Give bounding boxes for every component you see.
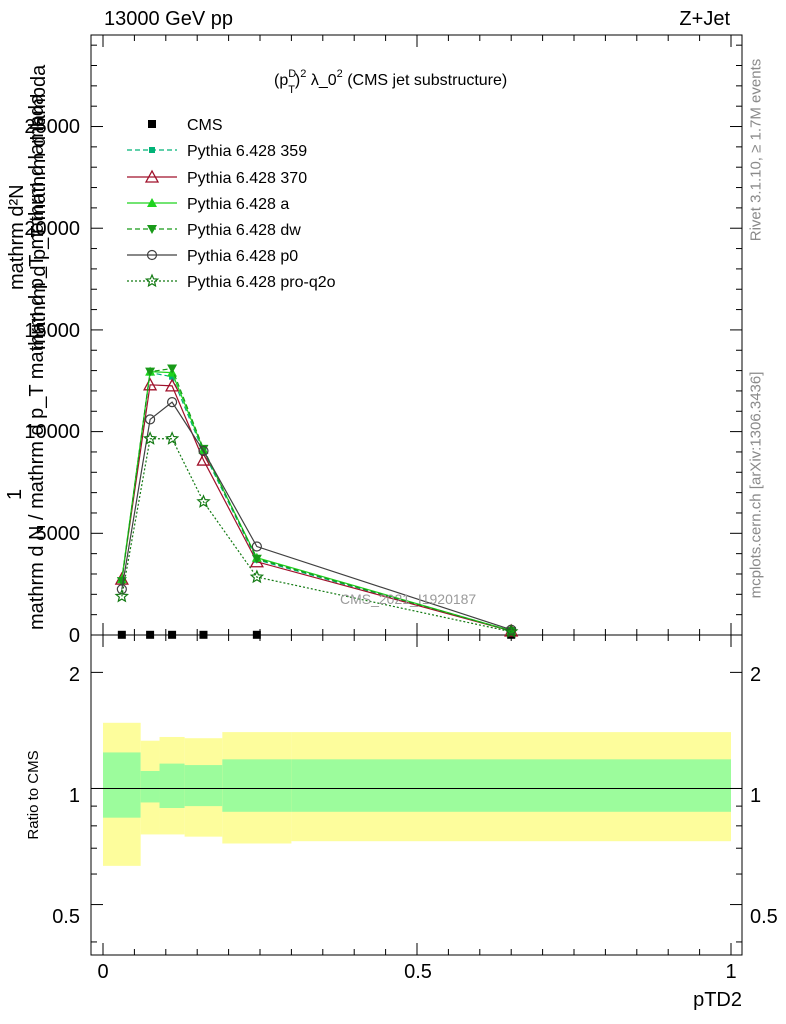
- x-tick-label: 0: [97, 961, 108, 983]
- data-point-marker: [168, 630, 177, 639]
- data-point-marker: [164, 431, 180, 445]
- legend-label: CMS: [187, 117, 223, 134]
- data-point-marker: [196, 452, 211, 466]
- data-point-marker: [116, 584, 127, 595]
- plot-title-post: (CMS jet substructure): [343, 72, 507, 89]
- x-tick-labels: 0 0.5 1: [97, 961, 736, 983]
- x-tick-label: 0.5: [404, 961, 432, 983]
- ratio-y-axis-label: Ratio to CMS: [25, 750, 42, 839]
- legend-label: Pythia 6.428 p0: [187, 248, 298, 265]
- series-group: [114, 364, 519, 639]
- ratio-band-green: [103, 752, 141, 818]
- x-axis-label: pTD2: [693, 989, 742, 1011]
- legend-label: Pythia 6.428 dw: [187, 222, 301, 239]
- ratio-y-tick-label-right: 2: [750, 664, 761, 686]
- ratio-band-green: [291, 759, 731, 812]
- ratio-band-green: [222, 759, 292, 812]
- data-point-marker: [147, 198, 157, 207]
- ratio-bands: [103, 722, 731, 866]
- series-line: [121, 401, 512, 631]
- analysis-watermark: CMS_2021_I1920187: [340, 591, 476, 607]
- series-pythia-6-428-pro-q2o: [114, 431, 519, 638]
- data-point-marker: [145, 414, 156, 425]
- plot-title-sup-2b: 2: [337, 68, 343, 80]
- legend-label: Pythia 6.428 359: [187, 143, 307, 160]
- ratio-y-tick-labels: 0.5 1 2 0.5 1 2: [52, 664, 778, 928]
- data-point-marker: [144, 169, 160, 183]
- data-point-marker: [199, 630, 208, 639]
- data-point-marker: [147, 225, 157, 234]
- header-right: Z+Jet: [679, 8, 730, 30]
- data-point-marker: [504, 624, 519, 638]
- data-point-marker: [117, 630, 126, 639]
- legend-label: Pythia 6.428 pro-q2o: [187, 274, 336, 291]
- legend-label: Pythia 6.428 370: [187, 170, 307, 187]
- data-point-marker: [251, 554, 262, 564]
- data-point-marker: [149, 147, 155, 153]
- data-point-marker: [145, 367, 156, 377]
- data-point-marker: [114, 588, 129, 603]
- data-point-marker: [164, 378, 180, 392]
- ratio-y-tick-label: 0.5: [52, 906, 80, 928]
- series-line: [121, 384, 512, 632]
- main-y-tick-label: 0: [69, 625, 80, 647]
- main-y-tick-label: 10000: [24, 421, 80, 443]
- data-point-marker: [249, 569, 265, 584]
- main-y-tick-labels: 0 5000 10000 15000 20000 25000: [24, 116, 80, 647]
- x-tick-label: 1: [725, 961, 736, 983]
- series-line: [121, 367, 512, 632]
- header-left: 13000 GeV pp: [104, 8, 233, 30]
- plot-title-pre: (p: [274, 72, 288, 89]
- ratio-band-green: [140, 770, 160, 803]
- data-point-marker: [196, 494, 211, 508]
- data-point-marker: [144, 273, 160, 288]
- main-y-tick-label: 15000: [24, 320, 80, 342]
- plot-title: (pD T)2 λ_02 (CMS jet substructure): [274, 68, 507, 96]
- ratio-y-tick-label-right: 0.5: [750, 906, 778, 928]
- legend: CMS Pythia 6.428 359 Pythia 6.428 370 Py…: [187, 117, 336, 291]
- data-point-marker: [169, 373, 176, 380]
- ratio-band-green: [184, 765, 223, 807]
- main-y-tick-label: 25000: [24, 116, 80, 138]
- plot-title-mid: λ_0: [306, 72, 336, 89]
- series-line: [121, 438, 512, 633]
- main-y-tick-label: 20000: [24, 218, 80, 240]
- series-line: [121, 371, 512, 632]
- ratio-y-tick-label: 2: [69, 664, 80, 686]
- plot-title-sup-2: 2: [300, 68, 306, 80]
- legend-marks: [127, 120, 177, 288]
- data-point-marker: [143, 377, 158, 391]
- plot-title-sup-d: D: [288, 68, 296, 80]
- data-point-marker: [167, 364, 178, 374]
- ratio-y-tick-label-right: 1: [750, 785, 761, 807]
- legend-label: Pythia 6.428 a: [187, 196, 289, 213]
- data-point-marker: [148, 120, 156, 128]
- data-point-marker: [252, 630, 261, 639]
- data-point-marker: [198, 445, 209, 457]
- data-point-marker: [146, 630, 155, 639]
- data-point-marker: [142, 431, 158, 445]
- data-point-marker: [146, 249, 158, 261]
- ratio-band-green: [159, 763, 185, 808]
- main-y-tick-label: 5000: [36, 523, 81, 545]
- data-point-marker: [251, 541, 262, 552]
- plot-title-sub-t: T: [288, 84, 295, 96]
- ratio-y-tick-label: 1: [69, 785, 80, 807]
- data-point-marker: [166, 397, 178, 408]
